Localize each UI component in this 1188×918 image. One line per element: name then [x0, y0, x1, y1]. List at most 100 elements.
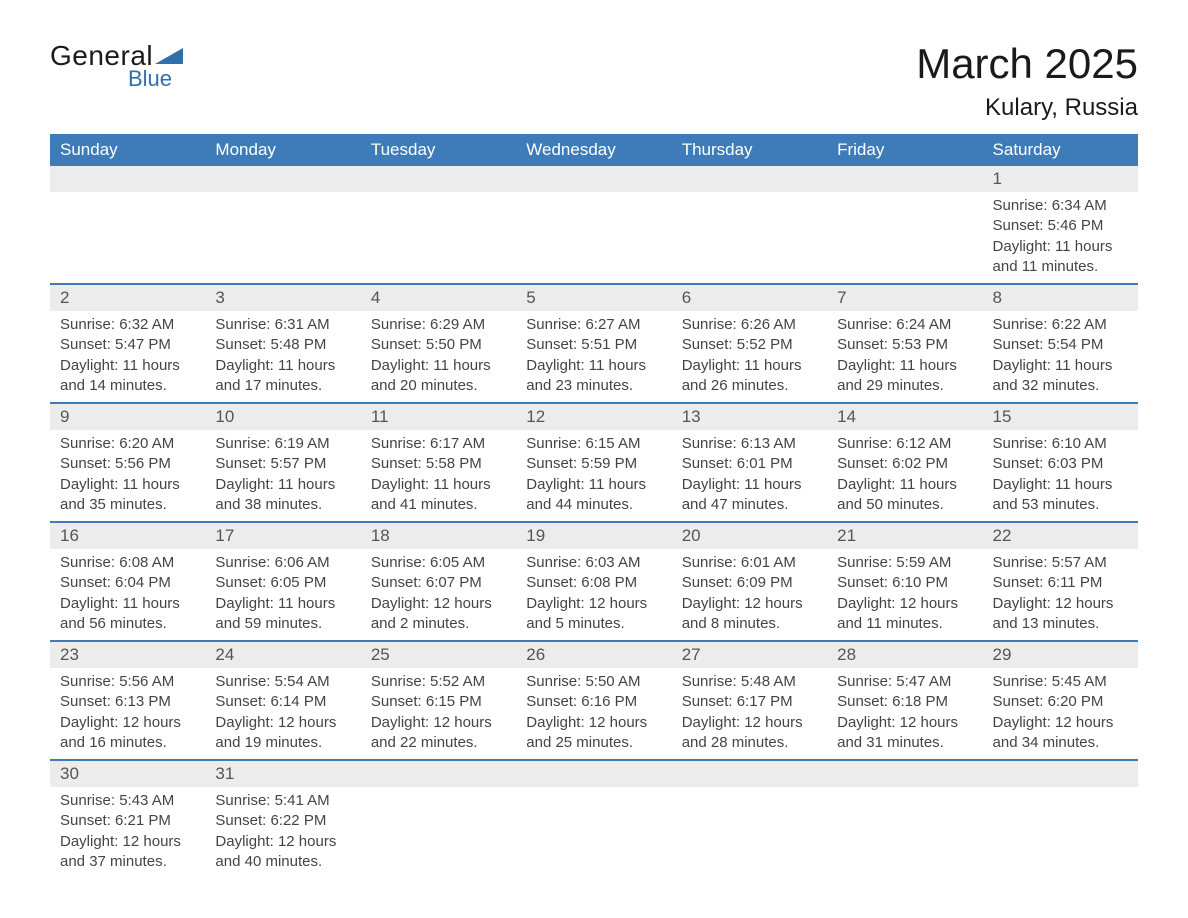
day-line: Sunrise: 6:10 AM	[993, 434, 1128, 454]
day-line: Sunset: 5:53 PM	[837, 335, 972, 355]
day-line: Sunrise: 6:27 AM	[526, 315, 661, 335]
day-content-cell: Sunrise: 6:06 AMSunset: 6:05 PMDaylight:…	[205, 549, 360, 641]
day-line: and 40 minutes.	[215, 852, 350, 872]
day-content-cell: Sunrise: 6:20 AMSunset: 5:56 PMDaylight:…	[50, 430, 205, 522]
brand-triangle-icon	[155, 46, 183, 66]
weekday-thursday: Thursday	[672, 134, 827, 166]
day-content: Sunrise: 6:34 AMSunset: 5:46 PMDaylight:…	[983, 192, 1138, 283]
day-line: and 5 minutes.	[526, 614, 661, 634]
week-content-row: Sunrise: 6:20 AMSunset: 5:56 PMDaylight:…	[50, 430, 1138, 522]
day-line: Sunrise: 6:32 AM	[60, 315, 195, 335]
day-line	[682, 257, 817, 277]
day-content: Sunrise: 6:15 AMSunset: 5:59 PMDaylight:…	[516, 430, 671, 521]
day-number-cell: 21	[827, 522, 982, 549]
day-line: Sunset: 6:20 PM	[993, 692, 1128, 712]
day-number-cell: 2	[50, 284, 205, 311]
day-line	[371, 811, 506, 831]
day-number-cell	[983, 760, 1138, 787]
day-line	[682, 216, 817, 236]
day-line	[682, 832, 817, 852]
day-number: 12	[516, 404, 671, 430]
day-content: Sunrise: 6:27 AMSunset: 5:51 PMDaylight:…	[516, 311, 671, 402]
brand-logo: General Blue	[50, 40, 183, 92]
day-line: Daylight: 12 hours	[215, 713, 350, 733]
day-number: 6	[672, 285, 827, 311]
day-content	[361, 192, 516, 283]
day-content-cell: Sunrise: 6:08 AMSunset: 6:04 PMDaylight:…	[50, 549, 205, 641]
day-number-cell	[827, 166, 982, 192]
day-content-cell: Sunrise: 6:24 AMSunset: 5:53 PMDaylight:…	[827, 311, 982, 403]
day-line: Daylight: 11 hours	[371, 356, 506, 376]
day-content: Sunrise: 5:47 AMSunset: 6:18 PMDaylight:…	[827, 668, 982, 759]
day-number: 3	[205, 285, 360, 311]
day-number-cell: 27	[672, 641, 827, 668]
week-daynum-row: 3031	[50, 760, 1138, 787]
day-number: 13	[672, 404, 827, 430]
day-line: Sunrise: 5:57 AM	[993, 553, 1128, 573]
day-line: Sunrise: 6:03 AM	[526, 553, 661, 573]
day-number-cell	[361, 760, 516, 787]
day-content: Sunrise: 6:17 AMSunset: 5:58 PMDaylight:…	[361, 430, 516, 521]
day-content-cell	[827, 787, 982, 878]
day-number-cell	[361, 166, 516, 192]
day-line: Sunset: 6:10 PM	[837, 573, 972, 593]
day-line: and 23 minutes.	[526, 376, 661, 396]
day-line: and 32 minutes.	[993, 376, 1128, 396]
day-line	[60, 196, 195, 216]
day-line	[526, 196, 661, 216]
day-content-cell: Sunrise: 6:29 AMSunset: 5:50 PMDaylight:…	[361, 311, 516, 403]
day-number: 7	[827, 285, 982, 311]
day-content: Sunrise: 6:08 AMSunset: 6:04 PMDaylight:…	[50, 549, 205, 640]
day-content-cell	[516, 192, 671, 284]
day-number	[361, 166, 516, 172]
day-number-cell: 7	[827, 284, 982, 311]
day-line: Sunrise: 6:06 AM	[215, 553, 350, 573]
day-line: Sunset: 5:51 PM	[526, 335, 661, 355]
day-line: Daylight: 11 hours	[60, 594, 195, 614]
day-line: Sunset: 5:50 PM	[371, 335, 506, 355]
day-content: Sunrise: 6:06 AMSunset: 6:05 PMDaylight:…	[205, 549, 360, 640]
weekday-header-row: Sunday Monday Tuesday Wednesday Thursday…	[50, 134, 1138, 166]
day-line	[371, 791, 506, 811]
day-line	[60, 257, 195, 277]
day-number: 14	[827, 404, 982, 430]
day-line: Daylight: 12 hours	[526, 594, 661, 614]
day-number-cell: 11	[361, 403, 516, 430]
day-content-cell	[205, 192, 360, 284]
day-line: Daylight: 11 hours	[526, 356, 661, 376]
day-number-cell	[672, 760, 827, 787]
day-number: 28	[827, 642, 982, 668]
day-content-cell: Sunrise: 5:59 AMSunset: 6:10 PMDaylight:…	[827, 549, 982, 641]
day-content-cell: Sunrise: 6:05 AMSunset: 6:07 PMDaylight:…	[361, 549, 516, 641]
day-line: Sunset: 6:22 PM	[215, 811, 350, 831]
day-line	[682, 196, 817, 216]
day-content-cell: Sunrise: 6:17 AMSunset: 5:58 PMDaylight:…	[361, 430, 516, 522]
day-line: and 19 minutes.	[215, 733, 350, 753]
day-number: 20	[672, 523, 827, 549]
day-line	[837, 791, 972, 811]
day-line: Daylight: 12 hours	[215, 832, 350, 852]
day-line: Sunset: 5:58 PM	[371, 454, 506, 474]
day-line: Daylight: 11 hours	[215, 475, 350, 495]
day-content-cell: Sunrise: 6:34 AMSunset: 5:46 PMDaylight:…	[983, 192, 1138, 284]
day-number-cell: 19	[516, 522, 671, 549]
day-number: 2	[50, 285, 205, 311]
day-line: Sunrise: 5:56 AM	[60, 672, 195, 692]
day-line: and 11 minutes.	[837, 614, 972, 634]
day-line	[682, 811, 817, 831]
day-number: 21	[827, 523, 982, 549]
day-number	[205, 166, 360, 172]
day-content	[827, 192, 982, 283]
day-line: Sunrise: 6:26 AM	[682, 315, 817, 335]
day-line: and 47 minutes.	[682, 495, 817, 515]
day-content	[205, 192, 360, 283]
day-line: and 28 minutes.	[682, 733, 817, 753]
day-line: and 34 minutes.	[993, 733, 1128, 753]
day-number-cell	[516, 166, 671, 192]
day-content-cell: Sunrise: 6:31 AMSunset: 5:48 PMDaylight:…	[205, 311, 360, 403]
day-line: Sunset: 6:08 PM	[526, 573, 661, 593]
day-line: Daylight: 12 hours	[682, 594, 817, 614]
day-content-cell	[983, 787, 1138, 878]
day-content: Sunrise: 6:12 AMSunset: 6:02 PMDaylight:…	[827, 430, 982, 521]
week-content-row: Sunrise: 6:34 AMSunset: 5:46 PMDaylight:…	[50, 192, 1138, 284]
